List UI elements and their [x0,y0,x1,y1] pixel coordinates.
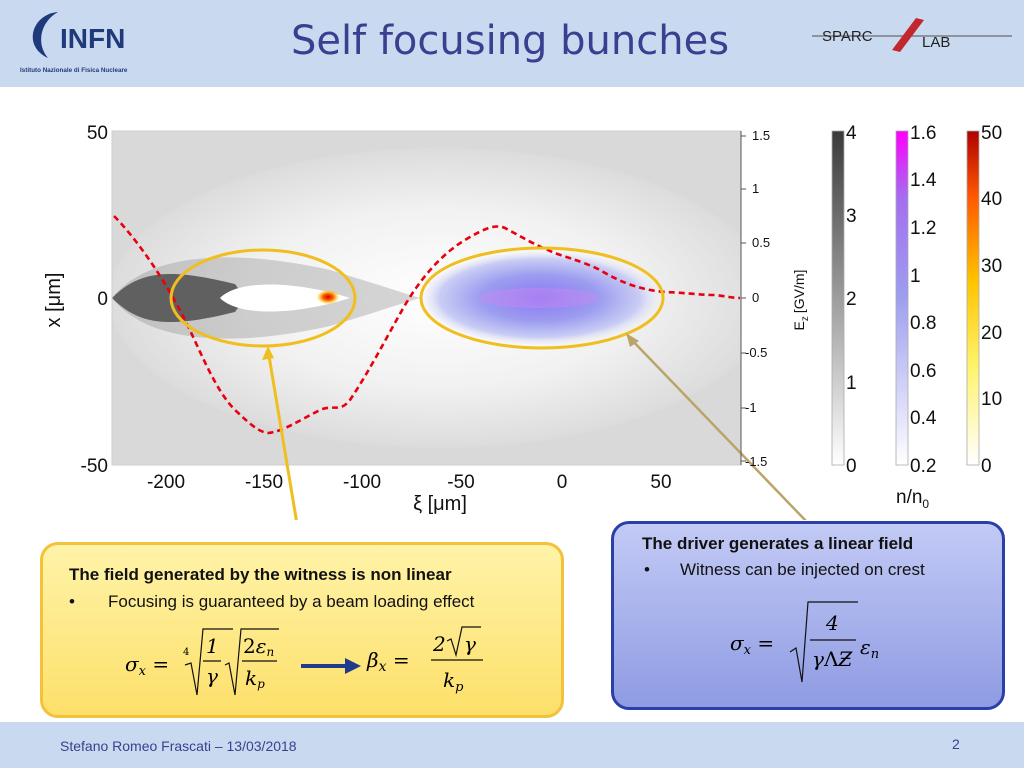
ez-tick: 0 [752,290,759,305]
lab-logo-text: LAB [922,34,950,51]
colorbar-hot-tick: 50 [981,123,1002,144]
colorbar-blue-tick: 1.6 [910,123,936,144]
driver-bunch [422,252,658,344]
witness-pointer-line [266,349,298,520]
page-number: 2 [952,736,960,752]
svg-text:kp: kp [443,668,464,695]
x-tick: 0 [557,472,568,493]
svg-text:γ: γ [464,632,476,656]
infn-logo: INFN Istituto Nazionale di Fisica Nuclea… [18,6,148,78]
x-tick: -100 [343,472,381,493]
colorbar-gray-tick: 4 [846,123,857,144]
header-bar [0,0,1024,87]
ez-tick: -0.5 [745,345,767,360]
witness-callout-text: Focusing is guaranteed by a beam loading… [108,592,475,611]
colorbar-blue-tick: 0.6 [910,361,936,382]
x-tick: 50 [650,472,671,493]
y-tick: -50 [81,456,108,477]
ez-axis-label-unit: [GV/m] [791,270,807,314]
ez-tick: 0.5 [752,235,770,250]
colorbar-blue-tick: 0.2 [910,456,936,477]
beta-x-formula: βx = 2 γ kp [366,626,483,695]
svg-text:σx =: σx = [125,652,169,679]
svg-text:γ: γ [206,664,218,688]
colorbar-witness-density [966,130,980,466]
driver-callout-heading: The driver generates a linear field [642,534,914,553]
colorbar-hot-tick: 10 [981,389,1002,410]
footer-author-date: Stefano Romeo Frascati – 13/03/2018 [60,738,297,754]
witness-bunch [317,290,339,304]
colorbar-gray-tick: 2 [846,289,857,310]
witness-callout-heading: The field generated by the witness is no… [69,565,452,584]
density-axis-label: n/n0 [896,487,929,511]
wake-dark-region [112,273,245,323]
svg-text:2: 2 [432,632,446,656]
driver-pointer-line [627,335,807,520]
colorbar-gray-tick: 0 [846,456,857,477]
infn-logo-subtitle: Istituto Nazionale di Fisica Nucleare [20,67,128,74]
colorbar-driver-density [895,130,909,466]
colorbar-hot-tick: 30 [981,256,1002,277]
witness-callout-bullet: • [69,592,75,611]
svg-text:kp: kp [245,666,265,691]
colorbar-blue-tick: 0.8 [910,313,936,334]
driver-callout-bullet: • [644,560,650,579]
driver-callout: The driver generates a linear field • Wi… [611,521,1005,710]
ez-field-curve [113,215,741,435]
x-tick: -200 [147,472,185,493]
witness-highlight-ellipse [169,248,357,348]
density-axis-label-main: n/n [896,487,922,508]
sigma-x-driver-formula: σx = 4 γΛƵ εn [730,601,879,683]
y-tick: 50 [87,123,108,144]
svg-text:4: 4 [825,611,839,635]
sigma-x-witness-formula: σx = 4 1 γ 2εn kp [125,628,279,696]
svg-text:βx =: βx = [366,648,410,675]
ez-axis-label-sub: z [800,316,811,321]
density-axis-label-sub: 0 [922,497,929,511]
page-title: Self focusing bunches [290,18,730,64]
svg-text:εn: εn [860,635,879,662]
ez-axis-label-main: E [791,321,807,330]
ez-tick: -1.5 [745,454,767,469]
svg-text:1: 1 [206,634,219,658]
colorbar-hot-tick: 0 [981,456,992,477]
y-tick: 0 [97,289,108,310]
witness-callout: The field generated by the witness is no… [40,542,564,718]
driver-highlight-ellipse [419,246,665,350]
svg-text:Ez[GV/m]: Ez [GV/m] [791,270,811,331]
colorbar-hot-tick: 40 [981,189,1002,210]
svg-text:σx =: σx = [730,631,774,658]
colorbar-blue-tick: 0.4 [910,408,937,429]
ez-axis-label: Ez [GV/m] [791,270,811,331]
infn-logo-text: INFN [60,23,125,54]
x-tick: -50 [447,472,474,493]
sparc-logo-text: SPARC [822,28,873,45]
colorbar-blue-tick: 1.4 [910,170,937,191]
colorbar-gray-tick: 3 [846,206,857,227]
svg-text:γΛƵ: γΛƵ [812,647,853,671]
colorbar-ez-gray [831,130,845,466]
x-axis-label: ξ [μm] [413,493,467,515]
colorbar-blue-tick: 1.2 [910,218,936,239]
colorbar-hot-tick: 20 [981,323,1002,344]
ez-density-plot: x [μm] ξ [μm] 50 0 -50 -200 -150 -100 -5… [43,123,1002,520]
implies-arrow-icon [301,658,361,674]
colorbar-gray-tick: 1 [846,373,857,394]
driver-callout-text: Witness can be injected on crest [680,560,925,579]
svg-text:4: 4 [183,647,189,658]
y-axis-label: x [μm] [43,273,65,328]
ez-tick: 1 [752,181,759,196]
ez-tick: 1.5 [752,128,770,143]
svg-text:2εn: 2εn [243,634,274,659]
x-tick: -150 [245,472,283,493]
colorbar-blue-tick: 1 [910,266,921,287]
sparc-lab-logo: SPARC LAB [812,14,1012,62]
ez-tick: -1 [745,400,757,415]
footer-bar [0,722,1024,768]
